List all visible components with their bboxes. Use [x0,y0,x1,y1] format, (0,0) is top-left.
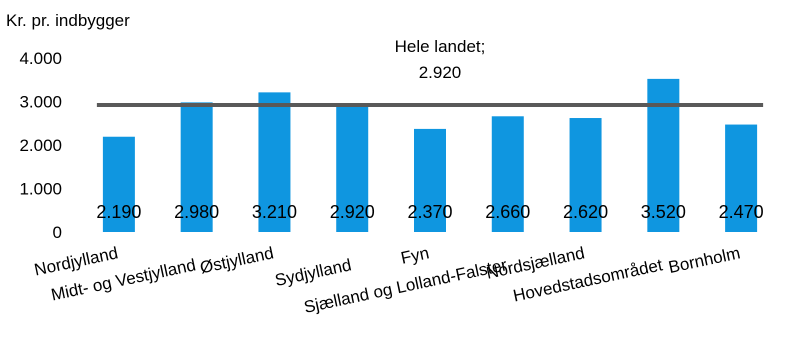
y-tick-label: 3.000 [19,93,62,112]
bar [414,128,446,232]
value-label: 3.520 [641,202,686,222]
value-labels: 2.190 2.980 3.210 2.920 2.370 2.660 2.620 3.520… [96,202,763,222]
bar [258,92,291,233]
x-tick-label: Sydjylland [273,255,353,290]
value-label: 2.920 [330,202,375,222]
bar [180,102,213,233]
bar [569,118,602,232]
x-tick-label: Fyn [399,243,431,267]
x-tick-label: Bornholm [667,243,742,277]
y-tick-label: 4.000 [19,49,62,68]
value-label: 2.470 [719,202,764,222]
y-axis-title: Kr. pr. indbygger [6,11,130,30]
value-label: 2.660 [485,202,530,222]
bar [102,136,135,232]
y-axis-ticks: 0 1.000 2.000 3.000 4.000 [19,49,62,242]
value-label: 2.370 [407,202,452,222]
reference-line-value: 2.920 [419,63,462,82]
bar [725,124,758,232]
y-tick-label: 2.000 [19,136,62,155]
reference-line-label: Hele landet; [395,37,486,56]
bars [102,78,758,233]
y-tick-label: 1.000 [19,180,62,199]
value-label: 2.980 [174,202,219,222]
bar [491,116,524,232]
x-tick-label: Østjylland [198,243,275,277]
value-label: 2.620 [563,202,608,222]
value-label: 2.190 [96,202,141,222]
y-tick-label: 0 [53,223,62,242]
bar [336,104,369,232]
value-label: 3.210 [252,202,297,222]
